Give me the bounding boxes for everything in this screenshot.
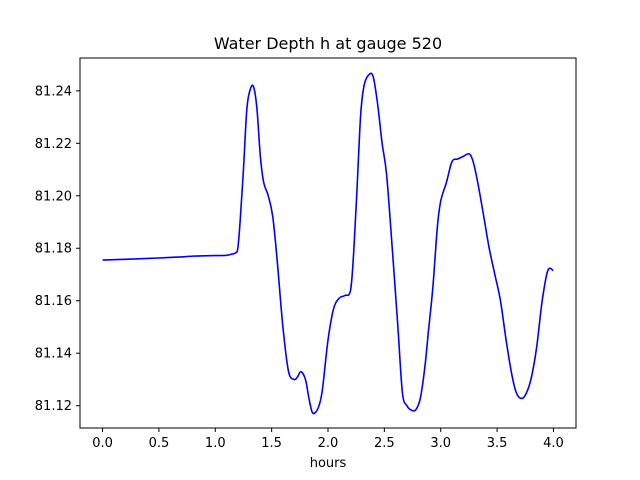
- y-tick-label: 81.20: [35, 189, 72, 204]
- y-tick-label: 81.24: [35, 84, 72, 99]
- plot-area: [80, 58, 576, 428]
- x-axis-label: hours: [310, 456, 347, 471]
- y-tick-label: 81.18: [35, 242, 72, 257]
- x-tick-label: 1.5: [261, 436, 282, 451]
- y-axis-ticks: 81.12 81.14 81.16 81.18 81.20 81.22 81.24: [35, 84, 80, 414]
- x-tick-label: 3.0: [430, 436, 451, 451]
- y-tick-label: 81.14: [35, 347, 72, 362]
- x-tick-label: 3.5: [487, 436, 508, 451]
- x-tick-label: 0.0: [92, 436, 113, 451]
- x-tick-label: 0.5: [149, 436, 170, 451]
- x-tick-label: 1.0: [205, 436, 226, 451]
- series-line: [102, 72, 554, 415]
- x-tick-label: 2.5: [374, 436, 395, 451]
- plot-frame: [79, 57, 577, 429]
- x-tick-label: 4.0: [543, 436, 564, 451]
- y-tick-label: 81.12: [35, 399, 72, 414]
- y-tick-label: 81.16: [35, 294, 72, 309]
- x-tick-label: 2.0: [318, 436, 339, 451]
- chart-title: Water Depth h at gauge 520: [214, 34, 442, 53]
- x-axis-ticks: 0.0 0.5 1.0 1.5 2.0 2.5 3.0 3.5 4.0: [92, 428, 564, 451]
- y-tick-label: 81.22: [35, 137, 72, 152]
